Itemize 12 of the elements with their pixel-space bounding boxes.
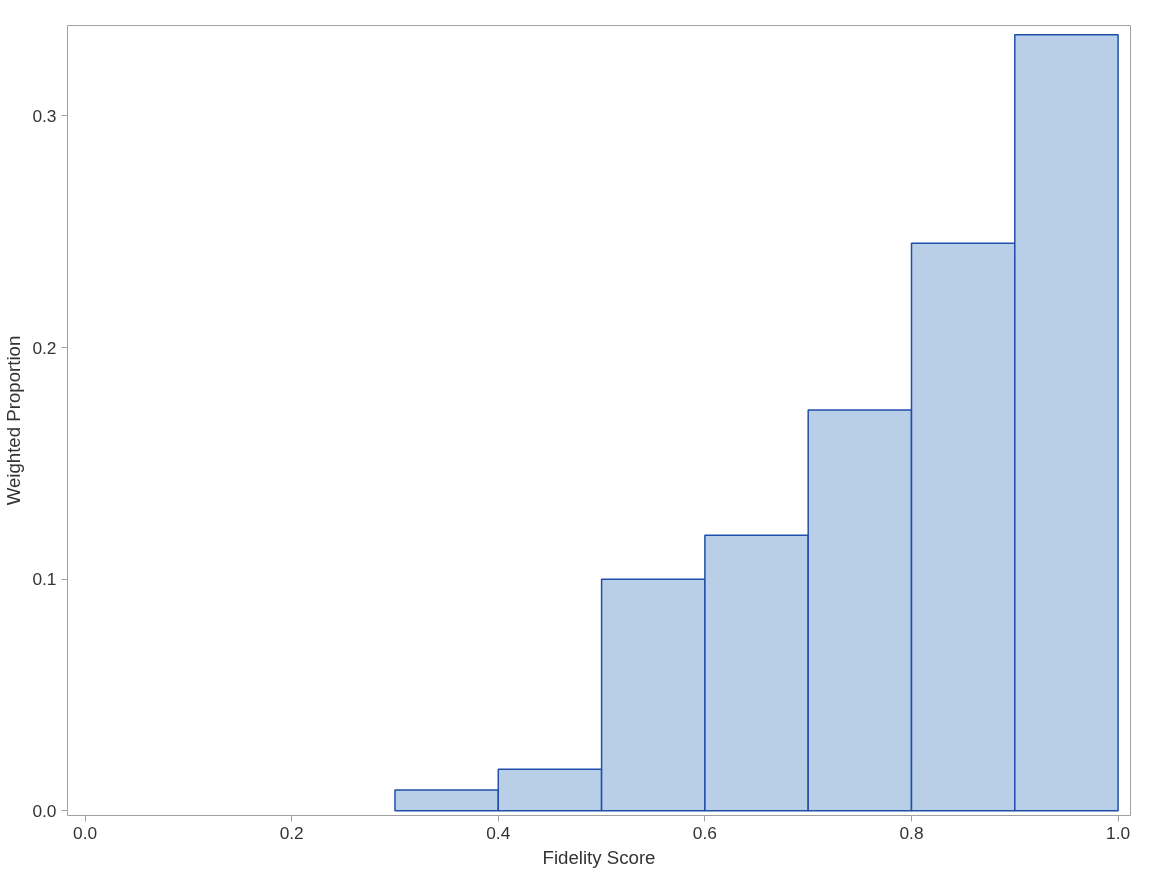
- x-tick-label: 1.0: [1106, 822, 1131, 843]
- x-tick-label: 0.4: [486, 822, 511, 843]
- x-tick-label: 0.2: [279, 822, 304, 843]
- x-axis-title: Fidelity Score: [542, 846, 656, 868]
- y-axis-title: Weighted Proportion: [3, 335, 25, 506]
- y-tick-label: 0.1: [32, 569, 57, 590]
- y-tick-label: 0.3: [32, 105, 57, 126]
- x-tick-label: 0.6: [692, 822, 717, 843]
- x-tick-label: 0.8: [899, 822, 924, 843]
- y-tick-label: 0.2: [32, 337, 57, 358]
- y-tick-label: 0.0: [32, 800, 57, 821]
- x-tick-label: 0.0: [73, 822, 98, 843]
